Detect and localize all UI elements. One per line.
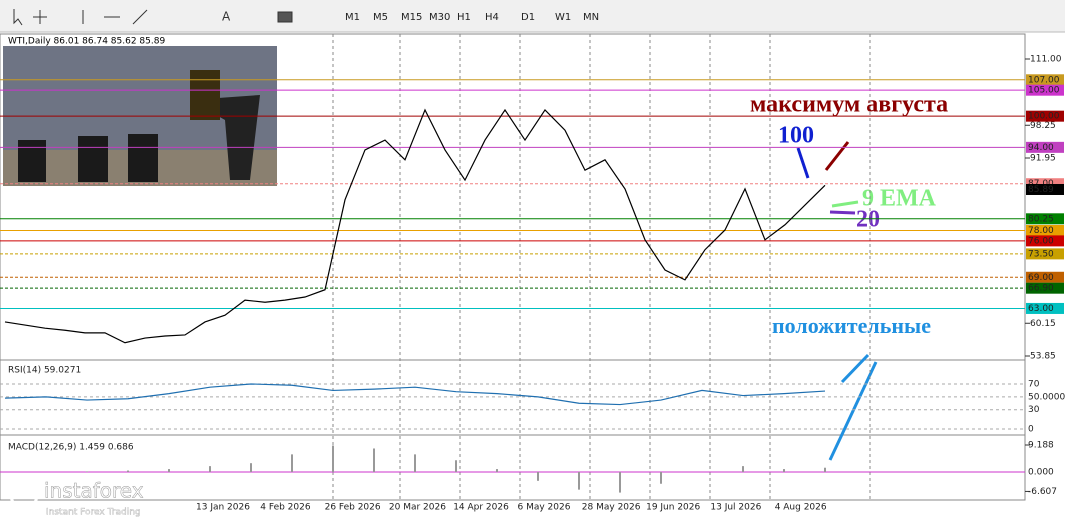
current-box bbox=[1026, 183, 1064, 195]
price-label: 98.25 bbox=[1030, 121, 1056, 131]
date-label: 13 Jan 2026 bbox=[196, 503, 250, 513]
arrows bbox=[796, 141, 878, 461]
timeframe-button[interactable]: M15 bbox=[401, 12, 422, 23]
macd-tick: 0.000 bbox=[1028, 468, 1054, 478]
level-box bbox=[1026, 282, 1064, 294]
macd-bar bbox=[619, 472, 621, 493]
level-label: 78.00 bbox=[1028, 226, 1054, 236]
timeframe-button[interactable]: M30 bbox=[429, 12, 450, 23]
macd-bar bbox=[537, 472, 539, 481]
annotation: 20 bbox=[856, 207, 880, 233]
timeframe-button[interactable]: W1 bbox=[555, 12, 571, 23]
date-label: 4 Feb 2026 bbox=[260, 503, 311, 513]
macd-bar bbox=[824, 467, 826, 472]
date-label: 14 Apr 2026 bbox=[453, 503, 509, 513]
timeframe-button[interactable]: H4 bbox=[485, 12, 499, 23]
rsi-tick: 50.0000 bbox=[1028, 392, 1065, 402]
price-label: 53.85 bbox=[1030, 352, 1056, 362]
level-box bbox=[1026, 271, 1064, 283]
price-label: 111.00 bbox=[1030, 55, 1062, 65]
annotation: максимум августа bbox=[750, 92, 948, 118]
macd-bar bbox=[455, 460, 457, 472]
level-label: 66.90 bbox=[1028, 284, 1054, 294]
level-label: 73.50 bbox=[1028, 249, 1054, 259]
date-label: 19 Jun 2026 bbox=[646, 503, 700, 513]
level-box bbox=[1026, 235, 1064, 247]
level-label: 107.00 bbox=[1028, 75, 1060, 85]
timeframe-button[interactable]: MN bbox=[583, 12, 599, 23]
level-label: 105.00 bbox=[1028, 86, 1060, 96]
rsi-line bbox=[4, 383, 826, 406]
rsi-tick: 0 bbox=[1028, 425, 1034, 435]
macd-bar bbox=[414, 454, 416, 472]
logo: instaforex Instant Forex Trading bbox=[9, 478, 144, 518]
level-label: 69.00 bbox=[1028, 273, 1054, 283]
level-box bbox=[1026, 248, 1064, 260]
text-tool[interactable]: A bbox=[222, 10, 231, 24]
level-box bbox=[1026, 224, 1064, 236]
timeframe-button[interactable]: D1 bbox=[521, 12, 535, 23]
price-label: 60.15 bbox=[1030, 319, 1056, 329]
price-line bbox=[4, 108, 826, 344]
symbol-header: WTI,Daily 86.01 86.74 85.62 85.89 bbox=[8, 37, 165, 47]
logo-tagline: Instant Forex Trading bbox=[46, 508, 141, 518]
date-label: 28 May 2026 bbox=[582, 503, 641, 513]
logo-name: instaforex bbox=[44, 479, 144, 503]
macd-bar bbox=[496, 469, 498, 472]
macd-bar bbox=[578, 472, 580, 490]
date-label: 6 May 2026 bbox=[518, 503, 571, 513]
macd-bar bbox=[332, 445, 334, 472]
date-label: 26 Feb 2026 bbox=[325, 503, 381, 513]
level-label: 76.00 bbox=[1028, 236, 1054, 246]
level-label: 100.00 bbox=[1028, 112, 1060, 122]
macd-bar bbox=[783, 469, 785, 472]
level-box bbox=[1026, 74, 1064, 86]
level-box bbox=[1026, 213, 1064, 225]
date-label: 4 Aug 2026 bbox=[775, 503, 827, 513]
rsi-header: RSI(14) 59.0271 bbox=[8, 366, 81, 376]
macd-bar bbox=[742, 466, 744, 472]
timeframe-button[interactable]: H1 bbox=[457, 12, 471, 23]
level-box bbox=[1026, 178, 1064, 190]
macd-bar bbox=[209, 466, 211, 472]
macd-bar bbox=[250, 463, 252, 472]
rsi-tick: 70 bbox=[1028, 379, 1040, 389]
level-box bbox=[1026, 141, 1064, 153]
level-box bbox=[1026, 302, 1064, 314]
macd-tick: 9.188 bbox=[1028, 440, 1054, 450]
price-label: 91.95 bbox=[1030, 154, 1056, 164]
macd-tick: -6.607 bbox=[1028, 487, 1057, 497]
macd-bar bbox=[168, 469, 170, 472]
annotation: положительные bbox=[772, 313, 931, 338]
level-label: 94.00 bbox=[1028, 143, 1054, 153]
date-label: 13 Jul 2026 bbox=[710, 503, 761, 513]
macd-bar bbox=[291, 454, 293, 472]
date-label: 20 Mar 2026 bbox=[389, 503, 446, 513]
level-box bbox=[1026, 110, 1064, 122]
timeframe-button[interactable]: M1 bbox=[345, 12, 360, 23]
annotation: 100 bbox=[778, 123, 814, 149]
macd-bar bbox=[127, 470, 129, 472]
level-label: 80.25 bbox=[1028, 214, 1054, 224]
annotation: 9 EMA bbox=[862, 186, 937, 212]
timeframe-button[interactable]: M5 bbox=[373, 12, 388, 23]
rsi-tick: 30 bbox=[1028, 405, 1040, 415]
toolbar bbox=[0, 0, 1065, 32]
macd-bar bbox=[86, 471, 88, 472]
macd-bar bbox=[373, 448, 375, 472]
current-label: 85.89 bbox=[1028, 185, 1054, 195]
macd-header: MACD(12,26,9) 1.459 0.686 bbox=[8, 443, 134, 453]
level-box bbox=[1026, 84, 1064, 96]
macd-bar bbox=[660, 472, 662, 484]
level-label: 63.00 bbox=[1028, 304, 1054, 314]
tool-icons bbox=[13, 9, 293, 26]
